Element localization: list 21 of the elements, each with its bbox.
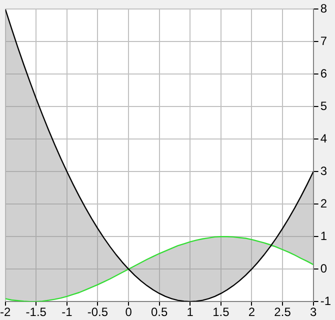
y-tick-label: 3 (320, 164, 328, 178)
y-tick-label: 5 (320, 98, 328, 113)
x-tick-label: 1.5 (212, 305, 230, 320)
x-tick-label: -1.5 (26, 305, 47, 320)
x-tick-label: 2.5 (274, 305, 292, 320)
x-tick-label: -0.5 (87, 305, 108, 320)
y-tick-label: -1 (320, 294, 332, 308)
y-tick-label: 1 (320, 228, 328, 243)
x-tick-label: 1 (186, 305, 194, 320)
x-tick-label: -1 (62, 305, 73, 320)
y-tick-label: 7 (320, 34, 328, 48)
x-tick-label: 2 (248, 305, 256, 320)
y-tick-label: 4 (320, 131, 328, 146)
x-tick-label: 0.5 (150, 305, 168, 320)
y-tick-label: 2 (320, 196, 328, 210)
y-tick-label: 0 (320, 261, 328, 276)
x-tick-label: -2 (0, 305, 11, 320)
x-tick-label: 3 (310, 305, 317, 320)
y-tick-label: 6 (320, 66, 328, 80)
y-tick-label: 8 (320, 2, 328, 16)
x-tick-label: 0 (125, 305, 132, 320)
